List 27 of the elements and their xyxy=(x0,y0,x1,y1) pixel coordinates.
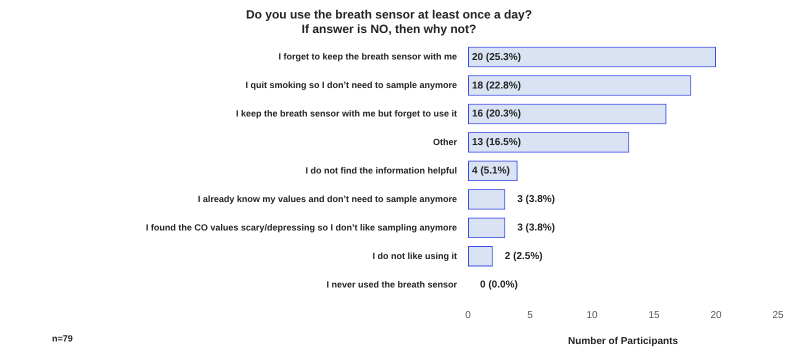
x-tick-label: 20 xyxy=(710,310,722,321)
x-tick-label: 5 xyxy=(527,310,534,321)
y-tick-label: I keep the breath sensor with me but forget to use it xyxy=(236,108,457,118)
y-tick-label: Other xyxy=(432,136,458,147)
data-label: 3 (3.8%) xyxy=(517,222,555,234)
data-label: 16 (20.3%) xyxy=(472,108,521,120)
x-tick-label: 15 xyxy=(648,310,660,321)
y-tick-label: I never used the breath sensor xyxy=(326,279,458,290)
y-tick-label: I found the CO values scary/depressing so I don’t like sampling anymore xyxy=(146,222,457,232)
x-axis-title: Number of Participants xyxy=(568,336,678,347)
data-label: 2 (2.5%) xyxy=(504,251,543,262)
y-tick-label: I do not find the information helpful xyxy=(306,165,457,176)
y-tick-label: I do not like using it xyxy=(372,250,457,261)
x-tick-label: 10 xyxy=(586,310,598,321)
data-label: 18 (22.8%) xyxy=(472,80,521,92)
y-tick-label: I already know my values and don’t need to sample anymore xyxy=(198,194,457,204)
y-tick-label: I quit smoking so I don’t need to sample anymore xyxy=(245,80,457,90)
chart-title: Do you use the breath sensor at least once a day? If answer is NO, then why not? xyxy=(246,8,532,36)
y-tick-label: I forget to keep the breath sensor with me xyxy=(278,52,457,62)
data-label: 0 (0.0%) xyxy=(480,280,518,291)
x-tick-label: 25 xyxy=(772,310,784,321)
text: n=79 xyxy=(52,333,73,344)
data-label: 4 (5.1%) xyxy=(472,166,510,177)
data-label: 20 (25.3%) xyxy=(472,52,521,63)
data-label: 3 (3.8%) xyxy=(517,194,555,206)
data-label: 13 (16.5%) xyxy=(472,137,521,148)
x-tick-label: 0 xyxy=(465,310,472,321)
